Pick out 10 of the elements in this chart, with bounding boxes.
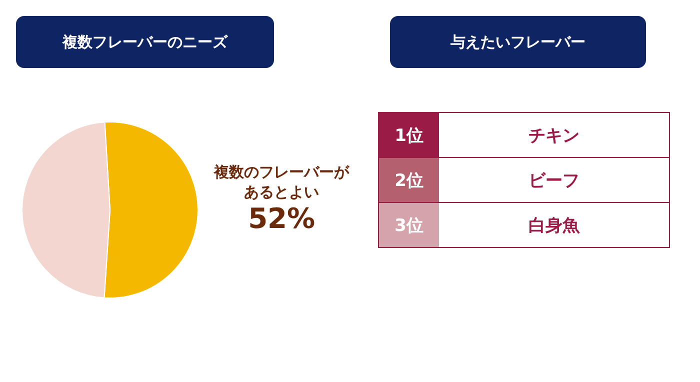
category-label: 3位 — [379, 203, 439, 247]
text: ビーフ — [439, 158, 669, 202]
category-label: 1位 — [379, 113, 439, 157]
chart-title: 複数フレーバーのニーズ — [16, 16, 274, 68]
data-label: 52% — [247, 202, 316, 236]
category-label: 2位 — [379, 158, 439, 202]
slice-label: 複数のフレーバーがあるとよい — [212, 162, 350, 202]
text: 与えたいフレーバー — [390, 16, 646, 68]
text: チキン — [439, 113, 669, 157]
text: 白身魚 — [439, 203, 669, 247]
